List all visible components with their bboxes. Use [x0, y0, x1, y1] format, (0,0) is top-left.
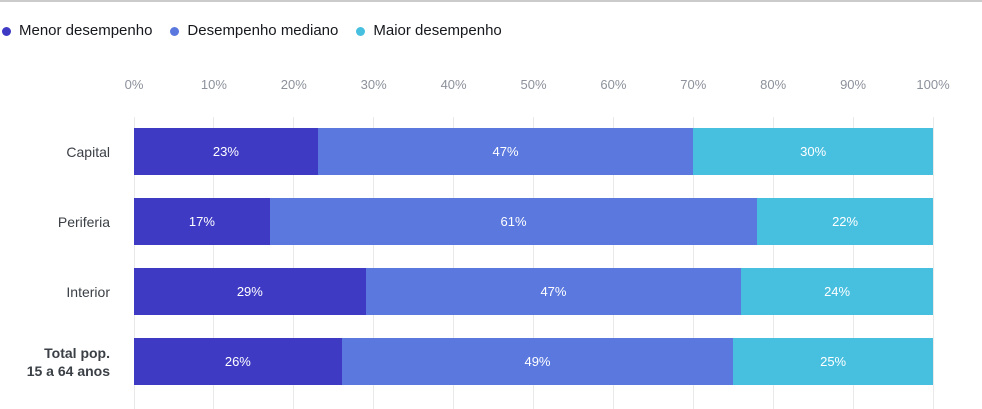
legend-label: Desempenho mediano — [187, 22, 339, 39]
bar-value-label: 17% — [188, 214, 215, 229]
bar-segment-desempenho-mediano[interactable]: 49% — [341, 338, 734, 385]
x-axis-tick-label: 40% — [440, 77, 467, 92]
bar-value-label: 30% — [800, 144, 827, 159]
x-axis-tick-label: 80% — [760, 77, 787, 92]
top-border — [0, 0, 982, 2]
x-axis-tick-label: 70% — [680, 77, 707, 92]
bar-value-label: 23% — [212, 144, 239, 159]
bar-value-label: 47% — [492, 144, 519, 159]
bar-value-label: 61% — [500, 214, 527, 229]
bar-row-interior: 29% 47% 24% — [134, 268, 933, 315]
bar-segment-maior-desempenho[interactable]: 30% — [693, 128, 933, 175]
bar-segment-menor-desempenho[interactable]: 29% — [134, 268, 366, 315]
bar-segment-menor-desempenho[interactable]: 23% — [134, 128, 318, 175]
x-axis-tick-label: 90% — [840, 77, 867, 92]
bar-segment-maior-desempenho[interactable]: 25% — [733, 338, 933, 385]
bar-row-capital: 23% 47% 30% — [134, 128, 933, 175]
gridline — [932, 117, 934, 409]
x-axis-tick-label: 0% — [124, 77, 144, 92]
bar-segment-desempenho-mediano[interactable]: 47% — [365, 268, 742, 315]
bar-segment-menor-desempenho[interactable]: 26% — [134, 338, 342, 385]
gridline — [373, 117, 375, 409]
x-axis-tick-label: 50% — [520, 77, 547, 92]
bar-segment-maior-desempenho[interactable]: 24% — [741, 268, 933, 315]
gridline — [852, 117, 854, 409]
gridline — [213, 117, 215, 409]
x-axis-tick-label: 30% — [360, 77, 387, 92]
legend-label: Maior desempenho — [373, 22, 502, 39]
legend-dot-icon — [170, 26, 180, 36]
x-axis-tick-label: 10% — [200, 77, 227, 92]
bar-row-periferia: 17% 61% 22% — [134, 198, 933, 245]
bar-value-label: 49% — [524, 354, 551, 369]
bar-value-label: 29% — [236, 284, 263, 299]
gridline — [133, 117, 135, 409]
gridline — [293, 117, 295, 409]
bar-segment-maior-desempenho[interactable]: 22% — [757, 198, 933, 245]
category-label-periferia: Periferia — [57, 213, 110, 230]
bar-segment-desempenho-mediano[interactable]: 61% — [269, 198, 758, 245]
gridline — [453, 117, 455, 409]
gridline — [533, 117, 534, 409]
category-label-total-pop-15-a-64-anos: Total pop. 15 a 64 anos — [26, 344, 110, 379]
bar-value-label: 25% — [820, 354, 847, 369]
x-axis-tick-label: 100% — [916, 77, 950, 92]
bar-row-total-pop-15-a-64-anos: 26% 49% 25% — [134, 338, 933, 385]
bar-segment-menor-desempenho[interactable]: 17% — [134, 198, 270, 245]
legend-item-menor-desempenho[interactable]: Menor desempenho — [2, 22, 152, 40]
legend-dot-icon — [2, 26, 11, 36]
bar-value-label: 47% — [540, 284, 567, 299]
category-label-capital: Capital — [66, 143, 110, 160]
bar-segment-desempenho-mediano[interactable]: 47% — [317, 128, 694, 175]
x-axis-tick-label: 20% — [280, 77, 307, 92]
legend-dot-icon — [356, 26, 366, 36]
gridline — [692, 117, 694, 409]
gridline — [612, 117, 614, 409]
legend-item-maior-desempenho[interactable]: Maior desempenho — [356, 22, 502, 40]
legend-label: Menor desempenho — [19, 22, 153, 39]
bar-value-label: 24% — [824, 284, 851, 299]
gridline — [772, 117, 774, 409]
legend-item-desempenho-mediano[interactable]: Desempenho mediano — [170, 22, 338, 40]
bar-value-label: 26% — [224, 354, 251, 369]
bar-value-label: 22% — [832, 214, 859, 229]
category-label-interior: Interior — [66, 283, 110, 300]
chart-legend: Menor desempenho Desempenho mediano Maio… — [2, 22, 502, 40]
x-axis-tick-label: 60% — [600, 77, 627, 92]
